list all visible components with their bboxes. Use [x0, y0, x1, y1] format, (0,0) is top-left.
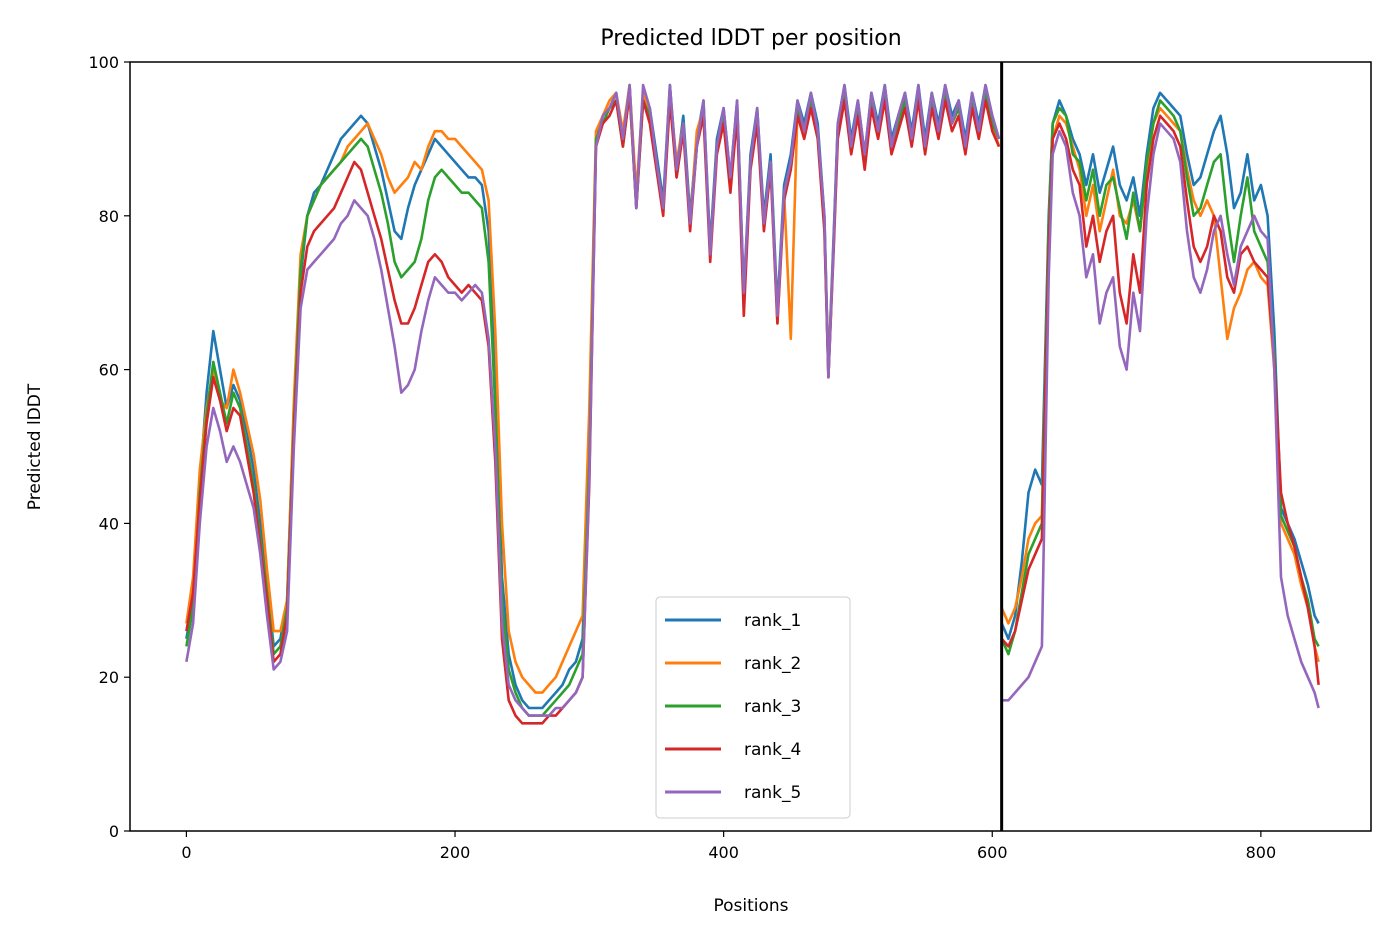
legend-box	[655, 596, 851, 819]
legend-label: rank_2	[744, 654, 801, 674]
x-tick-label: 600	[977, 843, 1008, 862]
legend: rank_1 rank_2 rank_3 rank_4 rank_5	[655, 596, 851, 819]
x-axis-label: Positions	[713, 896, 788, 916]
y-tick-label: 100	[88, 53, 119, 72]
y-tick-label: 60	[99, 361, 119, 380]
y-tick-label: 40	[99, 514, 119, 533]
chart-title: Predicted lDDT per position	[600, 26, 901, 51]
plot-frame	[129, 61, 1372, 832]
legend-label: rank_5	[744, 783, 801, 803]
y-axis-label: Predicted lDDT	[25, 383, 45, 510]
x-tick-label: 400	[708, 843, 739, 862]
series-line-rank-5-b	[1001, 122, 1320, 709]
legend-label: rank_3	[744, 697, 801, 717]
y-tick-label: 20	[99, 668, 119, 687]
x-tick-label: 0	[181, 843, 191, 862]
series-line-rank-4-b	[1000, 114, 1320, 686]
x-tick-label: 200	[440, 843, 471, 862]
y-tick-label: 80	[99, 207, 119, 226]
legend-label: rank_1	[744, 611, 801, 631]
series-line-rank-5-a	[185, 83, 1001, 717]
plot-lines	[185, 83, 1320, 725]
legend-label: rank_4	[744, 740, 801, 760]
x-tick-label: 800	[1246, 843, 1277, 862]
y-tick-label: 0	[109, 822, 119, 841]
x-axis-ticks: 0 200 400 600 800	[181, 831, 1276, 862]
y-axis-ticks: 0 20 40 60 80 100	[88, 53, 130, 841]
